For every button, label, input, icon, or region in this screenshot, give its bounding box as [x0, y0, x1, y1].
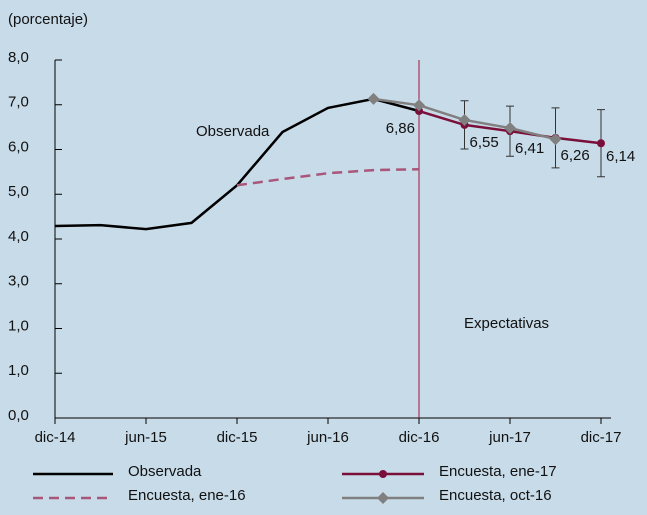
legend-marker	[379, 470, 387, 478]
x-tick-label: dic-16	[399, 429, 440, 446]
data-label: 6,41	[515, 140, 544, 157]
data-point	[597, 139, 605, 148]
x-tick-label: jun-15	[124, 429, 167, 446]
y-tick-label: 5,0	[8, 183, 29, 200]
data-point	[413, 99, 425, 112]
y-tick-label: 7,0	[8, 94, 29, 111]
data-point	[549, 133, 562, 146]
legend-marker	[377, 492, 389, 504]
y-tick-label: 3,0	[8, 273, 29, 290]
y-axis-label: (porcentaje)	[8, 11, 88, 28]
x-tick-label: jun-17	[488, 429, 531, 446]
x-tick-label: dic-14	[35, 429, 76, 446]
data-point	[458, 113, 471, 126]
annotation: Observada	[196, 123, 270, 140]
annotation: Expectativas	[464, 315, 549, 332]
legend-label: Encuesta, ene-16	[128, 487, 246, 504]
y-tick-label: 6,0	[8, 138, 29, 155]
series-line	[236, 167, 420, 187]
data-label: 6,14	[606, 148, 635, 165]
y-tick-label: 1,0	[8, 317, 29, 334]
data-point	[504, 122, 516, 135]
legend-label: Encuesta, oct-16	[439, 487, 552, 504]
y-tick-label: 1,0	[8, 362, 29, 379]
x-tick-label: jun-16	[306, 429, 349, 446]
y-tick-label: 0,0	[8, 407, 29, 424]
y-tick-label: 4,0	[8, 228, 29, 245]
x-tick-label: dic-15	[217, 429, 258, 446]
y-tick-label: 8,0	[8, 49, 29, 66]
data-label: 6,55	[470, 134, 499, 151]
legend-label: Encuesta, ene-17	[439, 463, 557, 480]
x-tick-label: dic-17	[581, 429, 622, 446]
data-label: 6,26	[561, 147, 590, 164]
data-label: 6,86	[386, 120, 415, 137]
data-point	[367, 92, 380, 105]
legend-label: Observada	[128, 463, 202, 480]
series-line	[54, 97, 420, 231]
